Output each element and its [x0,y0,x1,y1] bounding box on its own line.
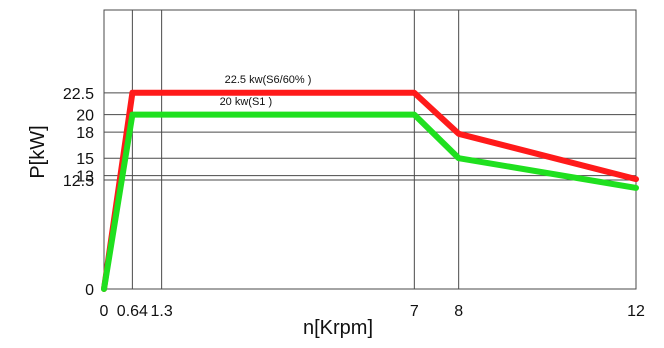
y-axis-label: P[kW] [27,125,49,178]
series-annotation-0: 22.5 kw(S6/60% ) [225,74,312,86]
y-tick-label: 13 [76,169,94,186]
x-tick-label: 7 [410,303,419,320]
series-line-0 [101,89,639,292]
grid [103,10,637,290]
plot-frame [103,9,637,290]
y-tick-label: 15 [76,151,94,168]
x-tick-label: 8 [454,303,463,320]
series-line-1 [101,111,639,292]
x-axis-label: n[Krpm] [303,317,373,339]
series-annotation-1: 20 kw(S1 ) [220,96,273,108]
y-tick-label: 12.5 [63,173,94,190]
x-tick-label: 1.3 [151,303,173,320]
x-axis-ticks: 0 0.64 1.3 7 8 12 [100,303,645,320]
y-tick-label: 22.5 [63,86,94,103]
x-tick-label: 0.64 [117,303,148,320]
x-tick-label: 12 [627,303,645,320]
series-lines [101,89,639,292]
y-tick-label: 20 [76,108,94,125]
x-tick-label: 0 [100,303,109,320]
annotations: 22.5 kw(S6/60% ) 20 kw(S1 ) [220,74,312,108]
y-tick-label: 0 [85,282,94,299]
y-tick-label: 18 [76,125,94,142]
